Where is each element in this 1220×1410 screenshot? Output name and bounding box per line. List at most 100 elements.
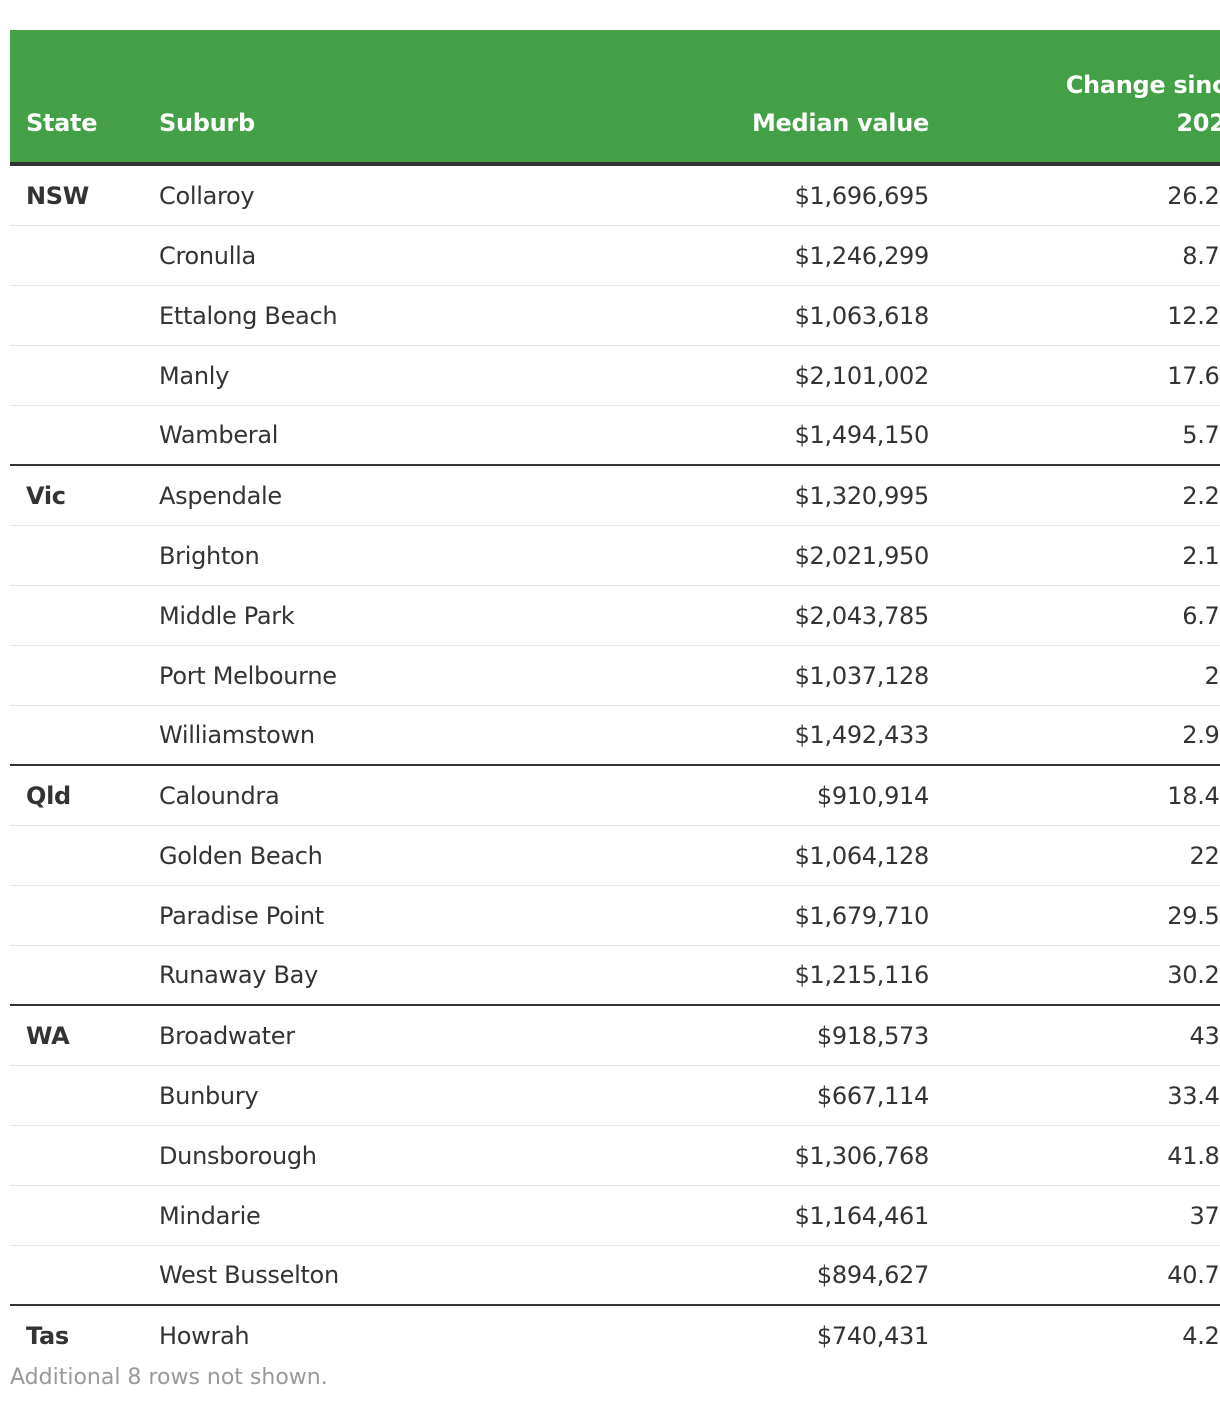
cell-state [10,1125,143,1186]
cell-state [10,945,143,1006]
column-header-change[interactable]: Change since 2022 [945,30,1220,166]
table-body: NSWCollaroy$1,696,69526.2%Cronulla$1,246… [10,164,1220,1365]
cell-state: NSW [10,164,143,226]
cell-state: Vic [10,465,143,526]
cell-median-value: $1,492,433 [575,705,945,766]
cell-median-value: $1,064,128 [575,825,945,886]
cell-suburb: West Busselton [143,1245,575,1306]
cell-state: Tas [26,1321,69,1350]
cell-suburb: Collaroy [143,164,575,226]
cell-change: 29.5% [945,885,1220,946]
cell-suburb: Broadwater [143,1005,575,1066]
cell-change: 33.4% [945,1065,1220,1126]
cell-state: WA [10,1005,143,1066]
cell-suburb: Middle Park [143,585,575,646]
table-footer-note: Additional 8 rows not shown. [10,1365,328,1390]
cell-median-value: $1,037,128 [575,645,945,706]
cell-median-value: $1,679,710 [575,885,945,946]
cell-state [10,885,143,946]
cell-suburb: Brighton [143,525,575,586]
cell-median-value: $1,306,768 [575,1125,945,1186]
cell-suburb: Mindarie [143,1185,575,1246]
cell-state [10,705,143,766]
column-header-suburb[interactable]: Suburb [143,30,575,166]
cell-change: 22% [945,825,1220,886]
cell-suburb: Cronulla [143,225,575,286]
cell-median-value: $2,101,002 [575,345,945,406]
cell-suburb: Paradise Point [143,885,575,946]
cell-suburb: Aspendale [143,465,575,526]
cell-median-value: $1,063,618 [575,285,945,346]
cell-median-value: $1,696,695 [575,164,945,226]
cell-suburb: Bunbury [143,1065,575,1126]
cell-change: 26.2% [945,164,1220,226]
cell-state [10,1245,143,1306]
cell-state [10,825,143,886]
cell-change: 4.2% [1182,1321,1220,1350]
cell-state: Qld [10,765,143,826]
table-row: Tas Howrah $740,431 4.2% [10,1305,1220,1365]
column-header-state[interactable]: State [10,30,143,166]
cell-state [10,585,143,646]
cell-change: 43% [945,1005,1220,1066]
cell-change: 37% [945,1185,1220,1246]
cell-suburb: Howrah [159,1321,250,1350]
cell-change: 8.7% [945,225,1220,286]
cell-median-value: $918,573 [575,1005,945,1066]
cell-state [10,285,143,346]
cell-suburb: Manly [143,345,575,406]
cell-median-value: $2,021,950 [575,525,945,586]
cell-median-value: $894,627 [575,1245,945,1306]
cell-median-value: $1,246,299 [575,225,945,286]
cell-median-value: $910,914 [575,765,945,826]
cell-change: 5.7% [945,405,1220,466]
cell-median-value: $667,114 [575,1065,945,1126]
table-header-row: State Suburb Median value Change since 2… [10,30,1220,166]
cell-change: 2.1% [945,525,1220,586]
cell-state [10,345,143,406]
cell-change: 18.4% [945,765,1220,826]
cell-change: 17.6% [945,345,1220,406]
cell-suburb: Ettalong Beach [143,285,575,346]
column-header-median-value[interactable]: Median value [575,30,945,166]
cell-change: 12.2% [945,285,1220,346]
cell-median-value: $1,494,150 [575,405,945,466]
data-table-container: State Suburb Median value Change since 2… [10,30,1220,1365]
cell-median-value: $1,215,116 [575,945,945,1006]
cell-median-value: $2,043,785 [575,585,945,646]
change-header-label: Change since 2022 [1065,71,1220,137]
cell-change: 40.7% [945,1245,1220,1306]
cell-median-value: $1,320,995 [575,465,945,526]
cell-state [10,645,143,706]
suburb-table: State Suburb Median value Change since 2… [10,30,1220,1365]
cell-median-value: $1,164,461 [575,1185,945,1246]
cell-suburb: Dunsborough [143,1125,575,1186]
cell-suburb: Wamberal [143,405,575,466]
cell-change: 30.2% [945,945,1220,1006]
cell-suburb: Runaway Bay [143,945,575,1006]
cell-change: 2.2% [945,465,1220,526]
cell-suburb: Golden Beach [143,825,575,886]
cell-state [10,1065,143,1126]
cell-suburb: Williamstown [143,705,575,766]
cell-suburb: Port Melbourne [143,645,575,706]
cell-suburb: Caloundra [143,765,575,826]
cell-state [10,1185,143,1246]
cell-state [10,405,143,466]
